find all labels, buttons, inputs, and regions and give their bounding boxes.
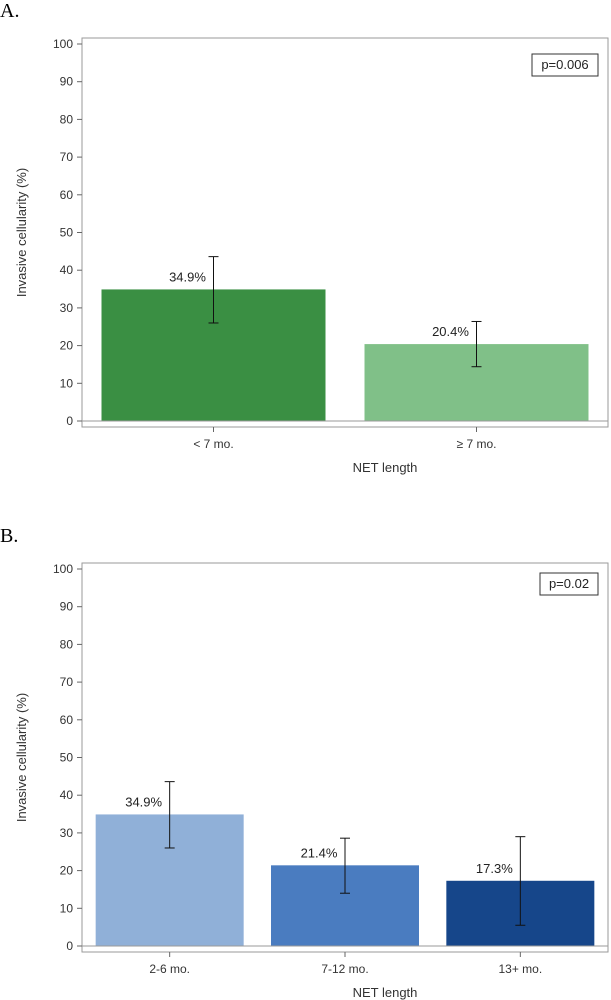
y-tick-label: 40 — [60, 263, 74, 277]
x-axis-title: NET length — [353, 460, 418, 475]
data-label: 34.9% — [169, 269, 206, 284]
y-axis-title: Invasive cellularity (%) — [14, 693, 29, 822]
y-tick-label: 10 — [60, 901, 74, 915]
data-label: 20.4% — [432, 324, 469, 339]
y-tick-label: 80 — [60, 637, 74, 651]
y-tick-label: 40 — [60, 788, 74, 802]
chart-b: 0 10 20 30 40 50 60 70 80 90 100 Invasive cellulari… — [14, 562, 609, 1000]
x-axis-title: NET length — [353, 985, 418, 1000]
x-tick-label: ≥ 7 mo. — [457, 437, 497, 451]
y-tick-label: 60 — [60, 713, 74, 727]
y-tick-label: 90 — [60, 75, 74, 89]
y-tick-label: 60 — [60, 188, 74, 202]
p-value-label: p=0.006 — [541, 57, 588, 72]
panel-b-letter: B. — [0, 525, 19, 547]
y-tick-label: 80 — [60, 112, 74, 126]
y-tick-label: 100 — [53, 37, 73, 51]
y-tick-label: 70 — [60, 150, 74, 164]
y-tick-label: 70 — [60, 675, 74, 689]
y-tick-label: 30 — [60, 826, 74, 840]
y-tick-label: 30 — [60, 301, 74, 315]
y-axis-title: Invasive cellularity (%) — [14, 168, 29, 297]
x-tick-label: 13+ mo. — [498, 962, 542, 976]
panel-a-letter: A. — [0, 0, 20, 22]
x-tick-label: < 7 mo. — [193, 437, 233, 451]
chart-a: 0 10 20 30 40 50 60 70 80 90 100 Invasive cellulari… — [14, 37, 609, 475]
y-tick-label: 0 — [66, 414, 73, 428]
y-tick-label: 50 — [60, 226, 74, 240]
y-tick-label: 90 — [60, 600, 74, 614]
y-tick-label: 10 — [60, 376, 74, 390]
y-tick-label: 100 — [53, 562, 73, 576]
p-value-box — [531, 53, 599, 77]
data-label: 17.3% — [476, 861, 513, 876]
y-tick-label: 20 — [60, 339, 74, 353]
p-value-label: p=0.02 — [549, 576, 589, 591]
data-label: 34.9% — [125, 794, 162, 809]
data-label: 21.4% — [301, 845, 338, 860]
x-tick-label: 2-6 mo. — [149, 962, 190, 976]
y-tick-label: 20 — [60, 864, 74, 878]
p-value-box — [539, 572, 599, 596]
x-tick-label: 7-12 mo. — [321, 962, 368, 976]
y-tick-label: 50 — [60, 751, 74, 765]
y-tick-label: 0 — [66, 939, 73, 953]
